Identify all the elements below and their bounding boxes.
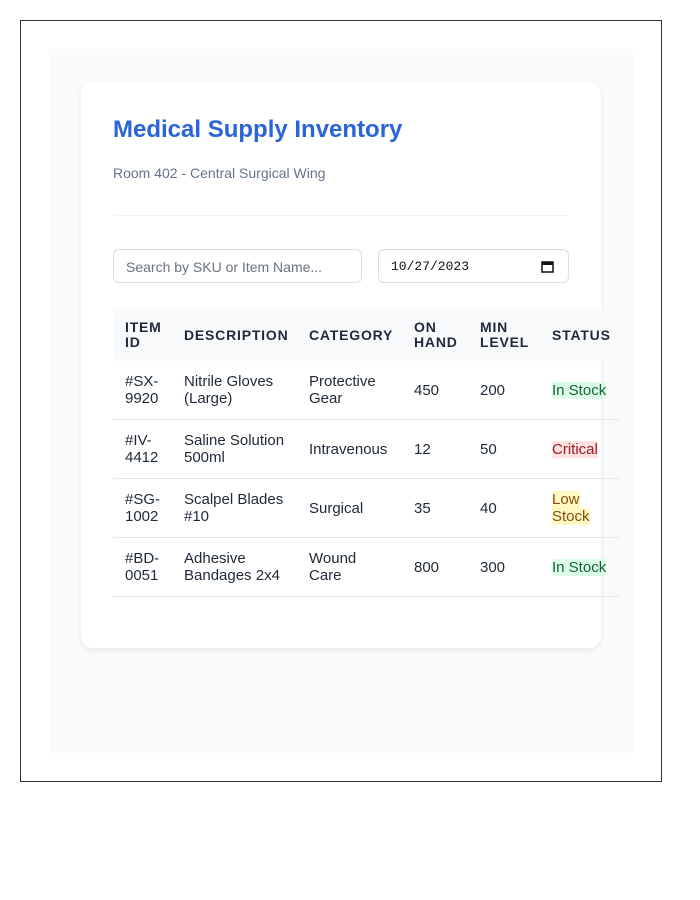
min-level: 40	[468, 478, 540, 538]
item-id: #BD-0051	[113, 537, 172, 597]
status-badge: Low Stock	[552, 491, 590, 525]
table-row: #IV-4412 Saline Solution 500ml Intravenous…	[113, 419, 620, 479]
on-hand: 12	[402, 419, 468, 479]
status-cell: Low Stock	[540, 478, 620, 538]
description: Nitrile Gloves (Large)	[172, 361, 297, 420]
status-cell: In Stock	[540, 361, 620, 420]
table-row: #SX-9920 Nitrile Gloves (Large) Protective…	[113, 361, 620, 420]
category: Intravenous	[297, 419, 402, 479]
on-hand: 450	[402, 361, 468, 420]
column-header: DESCRIPTION	[172, 309, 297, 361]
category: Protective Gear	[297, 361, 402, 420]
item-id: #SX-9920	[113, 361, 172, 420]
background: Medical Supply Inventory Room 402 - Cent…	[49, 49, 633, 753]
description: Adhesive Bandages 2x4	[172, 537, 297, 597]
category: Surgical	[297, 478, 402, 538]
status-cell: Critical	[540, 419, 620, 479]
column-header: MIN LEVEL	[468, 309, 540, 361]
status-badge: In Stock	[552, 558, 607, 576]
status-cell: In Stock	[540, 537, 620, 597]
search-input[interactable]: Search by SKU or Item Name...	[113, 249, 362, 283]
date-value: 10/27/2023	[391, 259, 470, 274]
on-hand: 35	[402, 478, 468, 538]
table-row: #BD-0051 Adhesive Bandages 2x4 Wound Care 8…	[113, 537, 620, 597]
table-body: #SX-9920 Nitrile Gloves (Large) Protective…	[113, 361, 620, 597]
table-row: #SG-1002 Scalpel Blades #10 Surgical 35 40 Lo…	[113, 478, 620, 538]
frame: Medical Supply Inventory Room 402 - Cent…	[20, 20, 662, 782]
inventory-table: ITEM ID DESCRIPTION CATEGORY ON HAND MIN LEV…	[113, 309, 620, 597]
min-level: 300	[468, 537, 540, 597]
column-header: CATEGORY	[297, 309, 402, 361]
min-level: 50	[468, 419, 540, 479]
description: Saline Solution 500ml	[172, 419, 297, 479]
card: Medical Supply Inventory Room 402 - Cent…	[81, 82, 620, 648]
item-id: #SG-1002	[113, 478, 172, 538]
calendar-icon[interactable]	[541, 260, 554, 273]
title: Medical Supply Inventory	[113, 116, 403, 143]
column-header: STATUS	[540, 309, 620, 361]
divider	[113, 215, 569, 216]
status-badge: Critical	[552, 440, 598, 458]
column-header: ON HAND	[402, 309, 468, 361]
description: Scalpel Blades #10	[172, 478, 297, 538]
item-id: #IV-4412	[113, 419, 172, 479]
subtitle: Room 402 - Central Surgical Wing	[113, 165, 326, 181]
on-hand: 800	[402, 537, 468, 597]
date-input[interactable]: 10/27/2023	[378, 249, 569, 283]
column-header: ITEM ID	[113, 309, 172, 361]
header-row: ITEM ID DESCRIPTION CATEGORY ON HAND MIN LEV…	[113, 309, 620, 361]
category: Wound Care	[297, 537, 402, 597]
status-badge: In Stock	[552, 381, 607, 399]
min-level: 200	[468, 361, 540, 420]
